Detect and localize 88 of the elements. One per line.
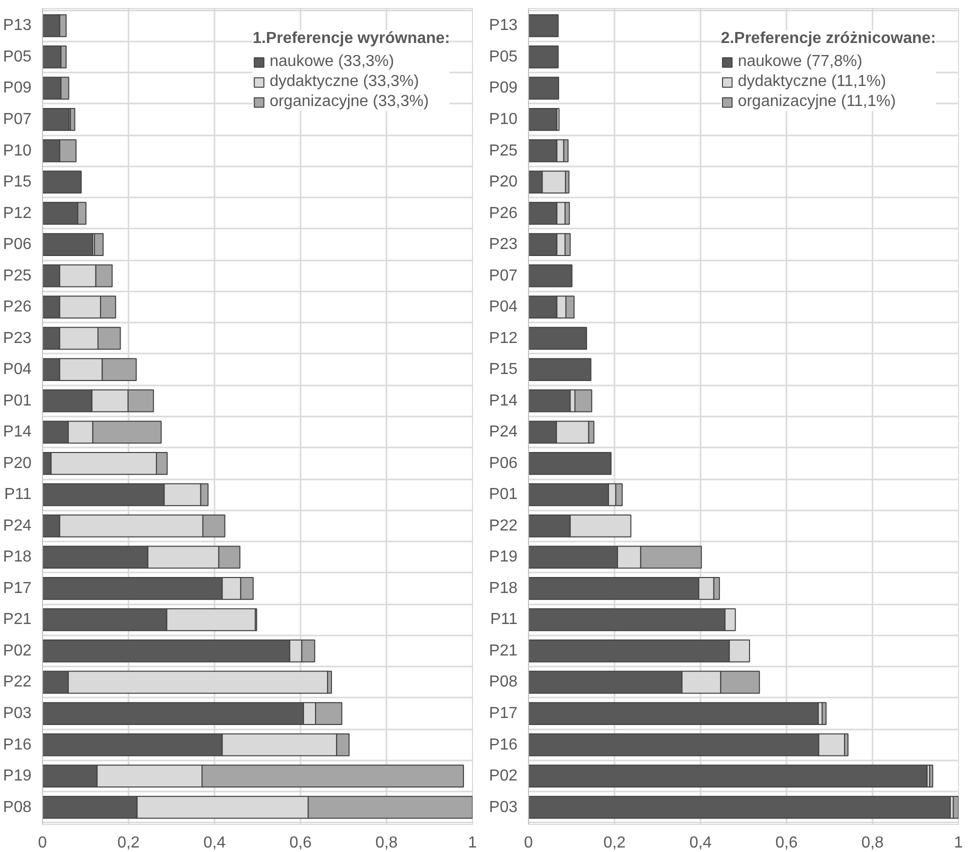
x-tick-label: 1 xyxy=(954,834,964,852)
bar xyxy=(528,452,612,475)
y-tick-label: P20 xyxy=(3,454,32,472)
y-tick-label: P22 xyxy=(489,517,518,534)
legend-title: 1.Preferencje wyrównane: xyxy=(252,30,450,48)
y-tick-label: P12 xyxy=(489,330,518,347)
bar xyxy=(528,76,560,100)
y-tick-label: P03 xyxy=(3,705,32,722)
y-tick-label: P02 xyxy=(3,642,32,660)
y-tick-label: P23 xyxy=(3,330,32,347)
y-tick-label: P03 xyxy=(489,798,518,816)
y-tick-label: P16 xyxy=(3,736,32,754)
bar xyxy=(929,764,934,788)
legend-label: organizacyjne (33,3%) xyxy=(270,93,429,111)
bar xyxy=(528,14,559,38)
y-tick-label: P08 xyxy=(3,798,32,816)
y-tick-label: P25 xyxy=(3,267,32,284)
y-tick-label: P20 xyxy=(489,174,518,191)
x-tick-label: 0,6 xyxy=(289,834,312,852)
y-tick-label: P09 xyxy=(489,80,518,97)
legend-label: dydaktyczne (11,1%) xyxy=(738,73,886,91)
y-tick-label: P25 xyxy=(489,142,518,160)
bar xyxy=(528,796,951,819)
y-tick-label: P04 xyxy=(3,361,32,378)
y-tick-label: P22 xyxy=(3,674,32,691)
y-tick-label: P13 xyxy=(489,17,518,34)
y-tick-label: P18 xyxy=(489,580,518,597)
y-tick-label: P17 xyxy=(3,580,32,597)
legend-title: 2.Preferencje zróżnicowane: xyxy=(720,30,936,48)
y-tick-label: P01 xyxy=(489,486,518,504)
bar xyxy=(528,46,559,68)
legend-label: organizacyjne (11,1%) xyxy=(738,93,896,111)
y-tick-label: P01 xyxy=(3,392,32,410)
y-tick-label: P16 xyxy=(489,736,518,754)
y-tick-label: P18 xyxy=(3,548,32,566)
x-tick-label: 0,8 xyxy=(861,834,884,852)
y-tick-label: P14 xyxy=(3,424,32,441)
y-tick-label: P15 xyxy=(3,174,32,191)
x-tick-label: 0,6 xyxy=(775,834,798,852)
bar xyxy=(528,702,819,725)
y-tick-label: P17 xyxy=(489,705,518,722)
x-tick-label: 0 xyxy=(38,834,48,852)
y-tick-label: P02 xyxy=(489,768,518,785)
y-tick-label: P13 xyxy=(3,17,32,34)
y-tick-label: P19 xyxy=(3,768,32,785)
x-tick-label: 1 xyxy=(468,834,478,852)
y-tick-label: P24 xyxy=(3,517,32,534)
y-tick-label: P15 xyxy=(489,361,518,378)
bar xyxy=(528,389,571,412)
y-tick-label: P09 xyxy=(3,80,32,97)
y-tick-label: P14 xyxy=(489,392,518,410)
bar xyxy=(822,702,827,725)
x-tick-label: 0,2 xyxy=(117,834,140,852)
y-tick-label: P26 xyxy=(3,298,32,316)
y-tick-label: P10 xyxy=(3,142,32,160)
y-tick-label: P21 xyxy=(3,611,32,628)
y-tick-label: P06 xyxy=(3,236,32,254)
y-tick-label: P06 xyxy=(489,454,518,472)
y-tick-label: P11 xyxy=(490,611,518,628)
y-tick-label: P08 xyxy=(489,674,518,691)
y-tick-label: P24 xyxy=(489,424,518,441)
bar xyxy=(952,796,958,819)
bar xyxy=(528,326,588,350)
x-tick-label: 0,2 xyxy=(603,834,626,852)
x-tick-label: 0 xyxy=(524,834,534,852)
x-tick-label: 0,8 xyxy=(375,834,398,852)
y-tick-label: P11 xyxy=(4,486,32,504)
bar xyxy=(528,264,572,288)
x-tick-label: 0,4 xyxy=(203,834,226,852)
y-tick-label: P07 xyxy=(489,267,518,284)
y-tick-label: P10 xyxy=(489,110,518,128)
x-tick-label: 0,4 xyxy=(689,834,712,852)
y-tick-label: P05 xyxy=(489,48,518,66)
y-tick-label: P26 xyxy=(489,204,518,222)
legend-label: naukowe (77,8%) xyxy=(738,53,862,71)
y-tick-label: P04 xyxy=(489,298,518,316)
legend-label: naukowe (33,3%) xyxy=(270,53,394,71)
y-tick-label: P05 xyxy=(3,48,32,66)
bar xyxy=(528,358,592,382)
bar xyxy=(42,170,82,194)
bar xyxy=(528,108,558,131)
y-tick-label: P19 xyxy=(489,548,518,566)
y-tick-label: P12 xyxy=(3,204,32,222)
bar xyxy=(528,764,928,788)
y-tick-label: P07 xyxy=(3,110,32,128)
y-tick-label: P21 xyxy=(489,642,518,660)
y-tick-label: P23 xyxy=(489,236,518,254)
legend-label: dydaktyczne (33,3%) xyxy=(270,73,419,91)
